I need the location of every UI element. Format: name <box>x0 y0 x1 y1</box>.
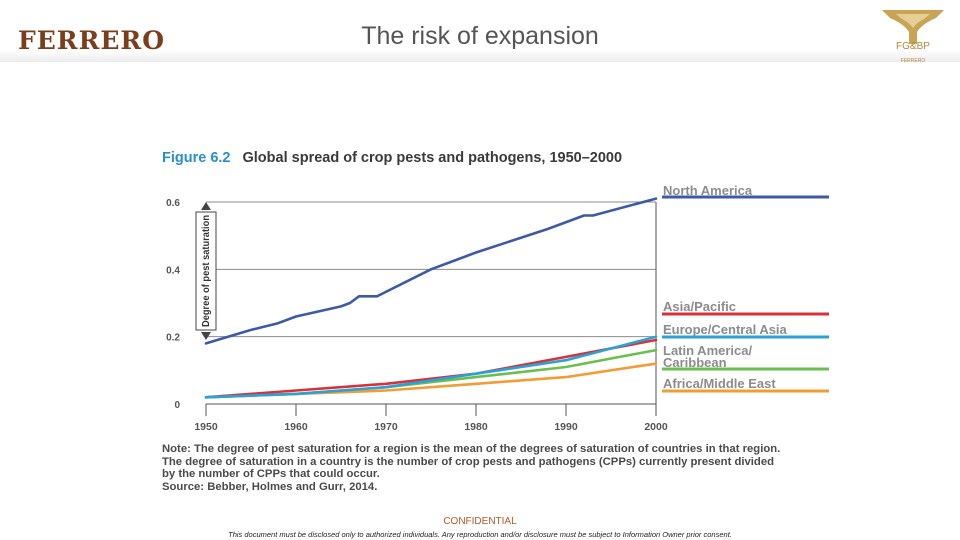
legend-label: Latin America/ <box>663 343 752 358</box>
note-line-2: The degree of saturation in a country is… <box>162 455 775 468</box>
figure-note: Note: The degree of pest saturation for … <box>162 443 842 493</box>
goblet-icon <box>882 10 944 44</box>
ylabel-layer: Degree of pest saturation <box>195 202 217 340</box>
figure-title-text: Global spread of crop pests and pathogen… <box>242 150 623 166</box>
legend-label: Africa/Middle East <box>663 376 776 391</box>
series-line-europe-central-asia <box>204 335 658 399</box>
legend-label: North America <box>663 183 753 198</box>
header-band <box>0 0 960 62</box>
note-line-4: Source: Bebber, Holmes and Gurr, 2014. <box>162 480 378 493</box>
x-tick-label: 1990 <box>554 421 578 433</box>
series-layer <box>204 197 658 399</box>
note-line-1: Note: The degree of pest saturation for … <box>162 443 781 455</box>
legend-label: Asia/Pacific <box>663 299 736 314</box>
corner-logo-label: FG&BP <box>896 41 930 52</box>
legend-label: Caribbean <box>663 355 727 370</box>
series-line-north-america <box>204 197 658 345</box>
axis-layer: 0 0.2 0.4 0.6 1950 1960 1970 1980 1990 2000 <box>166 198 668 433</box>
x-tick-label: 1950 <box>194 421 218 433</box>
y-tick-label: 0.4 <box>166 265 180 276</box>
legend-label: Europe/Central Asia <box>663 322 788 337</box>
y-axis-label: Degree of pest saturation <box>200 215 212 327</box>
corner-logo-sub: FERRERO <box>900 58 926 64</box>
ylabel-bracket-box <box>195 211 217 331</box>
ylabel-arrow-down-icon <box>201 332 211 340</box>
ylabel-arrow-up-icon <box>201 202 211 210</box>
series-line-asia-pacific <box>204 338 658 399</box>
disclaimer-text: This document must be disclosed only to … <box>228 530 732 539</box>
slide-title: The risk of expansion <box>361 22 599 50</box>
y-tick-label: 0.6 <box>166 198 180 209</box>
figure-title: Figure 6.2 Global spread of crop pests an… <box>162 150 622 166</box>
corner-logo: FG&BP FERRERO <box>878 6 948 68</box>
y-tick-label: 0.2 <box>166 333 180 344</box>
x-tick-label: 2000 <box>644 421 668 433</box>
figure-number: Figure 6.2 <box>162 150 231 166</box>
confidential-label: CONFIDENTIAL <box>443 516 517 527</box>
x-tick-label: 1970 <box>374 421 398 433</box>
legend-layer: North America Asia/Pacific Europe/Central … <box>662 183 829 393</box>
x-tick-label: 1980 <box>464 421 488 433</box>
x-tick-label: 1960 <box>284 421 308 433</box>
ferrero-logo: FERRERO <box>18 26 165 55</box>
y-tick-label: 0 <box>174 400 180 411</box>
note-line-3: by the number of CPPs that could occur. <box>162 468 380 480</box>
